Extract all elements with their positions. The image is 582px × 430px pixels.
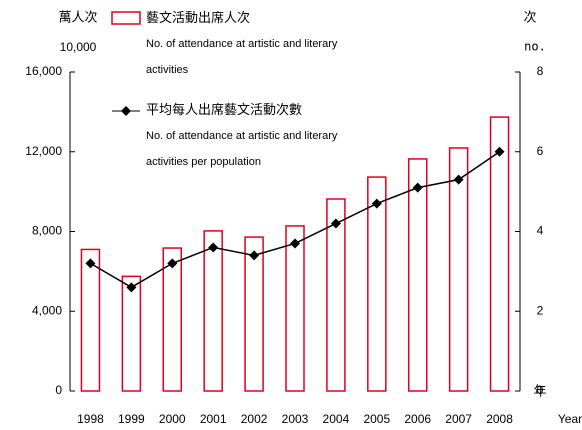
y2-tick-label: 0: [537, 383, 544, 397]
y2-axis-title: 次: [523, 9, 536, 24]
x-tick-label: 2004: [323, 412, 350, 426]
y2-tick-label: 6: [537, 144, 544, 158]
x-tick-label: 2008: [486, 412, 513, 426]
marker: [290, 238, 300, 249]
y2-tick-label: 4: [537, 224, 544, 238]
marker: [167, 258, 178, 269]
y-axis-unit: 10,000: [60, 40, 97, 54]
bar: [367, 176, 387, 392]
x-tick-label: 2005: [363, 412, 390, 426]
bar: [162, 247, 183, 392]
x-tick-label: 2001: [200, 412, 227, 426]
marker: [453, 174, 464, 185]
x-tick-label: 2007: [445, 412, 472, 426]
x-tick-label: 2006: [404, 412, 431, 426]
legend-label-en: No. of attendance at artistic and litera…: [146, 130, 338, 168]
y2-axis-unit: no.: [524, 40, 546, 54]
y2-tick-label: 8: [537, 64, 544, 78]
bar: [489, 116, 510, 392]
bar: [121, 275, 142, 392]
marker: [85, 258, 96, 269]
legend-entry: 平均每人出席藝文活動次數 No. of attendance at artist…: [146, 97, 366, 175]
marker: [412, 182, 423, 193]
x-tick-label: 2000: [159, 412, 186, 426]
x-tick-label: 2003: [282, 412, 309, 426]
marker: [249, 250, 260, 261]
marker: [371, 198, 382, 209]
y-tick-label: 8,000: [32, 224, 62, 238]
y-tick-label: 4,000: [32, 303, 62, 317]
x-tick-label: 2002: [241, 412, 268, 426]
bar: [285, 225, 305, 392]
x-tick-label: 1998: [77, 412, 104, 426]
bar: [244, 236, 264, 392]
bar: [326, 198, 346, 392]
y-tick-label: 0: [55, 383, 62, 397]
legend-label: 平均每人出席藝文活動次數: [146, 102, 303, 117]
y-axis-title: 萬人次: [58, 9, 97, 24]
marker: [208, 242, 219, 253]
legend-bar-icon: [111, 11, 141, 25]
bar: [407, 158, 428, 392]
marker: [330, 218, 341, 229]
x-tick-label: 1999: [118, 412, 145, 426]
bar: [80, 248, 101, 392]
legend-entry: 藝文活動出席人次 No. of attendance at artistic a…: [146, 5, 366, 83]
marker: [126, 282, 137, 293]
x-axis-title-en: Year: [558, 412, 582, 426]
marker: [494, 146, 505, 157]
bar: [203, 230, 223, 392]
y-tick-label: 16,000: [25, 64, 62, 78]
bar: [448, 147, 469, 392]
legend-marker-icon: [121, 106, 131, 116]
y2-tick-label: 2: [537, 303, 544, 317]
y-tick-label: 12,000: [25, 144, 62, 158]
legend-label-en: No. of attendance at artistic and litera…: [146, 38, 338, 76]
x-axis-title: 年: [533, 383, 546, 398]
legend-label: 藝文活動出席人次: [146, 10, 251, 25]
